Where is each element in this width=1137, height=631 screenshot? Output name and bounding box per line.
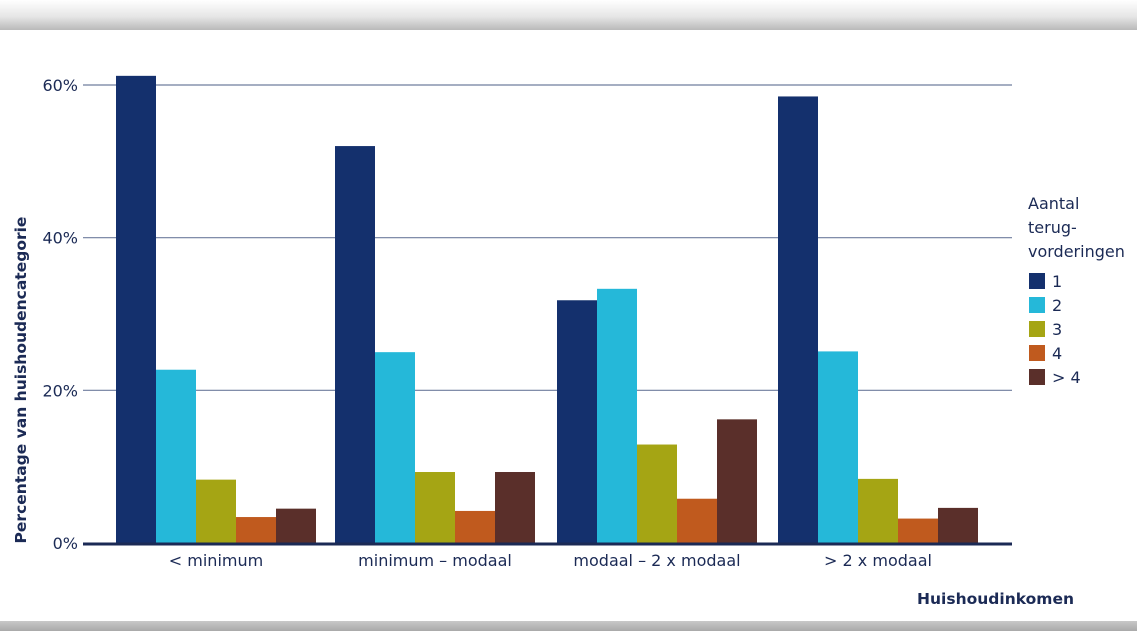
bottom-banner-band (0, 621, 1137, 631)
legend-swatch-4 (1029, 369, 1045, 385)
legend-title-line-2: vorderingen (1028, 242, 1125, 261)
x-axis-label: Huishoudinkomen (917, 590, 1074, 608)
bar-2-4 (717, 419, 757, 543)
bar-groups (116, 75, 978, 544)
bar-2-2 (637, 444, 677, 543)
bar-group-3 (778, 96, 978, 543)
legend-label-1: 2 (1052, 296, 1062, 315)
x-category-label-1: minimum – modaal (358, 551, 512, 570)
bar-1-3 (455, 510, 495, 543)
legend-title-line-0: Aantal (1028, 194, 1079, 213)
y-tick-label-0: 0% (53, 534, 78, 553)
bar-2-0 (557, 300, 597, 543)
bar-1-4 (495, 472, 535, 543)
legend-swatch-2 (1029, 321, 1045, 337)
x-category-label-0: < minimum (169, 551, 263, 570)
legend-title-line-1: terug- (1028, 218, 1077, 237)
bar-1-0 (335, 146, 375, 544)
bar-3-0 (778, 96, 818, 543)
bar-0-1 (156, 369, 196, 543)
bar-0-3 (236, 517, 276, 543)
legend: Aantal terug-vorderingen 1 2 3 4 > 4 (1028, 194, 1125, 387)
y-axis-label: Percentage van huishoudencategorie (12, 217, 30, 544)
bar-group-0 (116, 75, 316, 543)
bar-1-1 (375, 352, 415, 543)
x-category-label-2: modaal – 2 x modaal (573, 551, 740, 570)
legend-label-4: > 4 (1052, 368, 1081, 387)
bar-3-1 (818, 351, 858, 543)
top-banner-band (0, 0, 1137, 30)
y-tick-label-3: 60% (42, 76, 78, 95)
legend-swatch-3 (1029, 345, 1045, 361)
y-tick-label-2: 40% (42, 229, 78, 248)
x-category-labels: < minimum minimum – modaal modaal – 2 x mo… (169, 551, 932, 570)
x-category-label-3: > 2 x modaal (824, 551, 932, 570)
legend-label-3: 4 (1052, 344, 1062, 363)
bar-2-1 (597, 288, 637, 543)
bar-group-2 (557, 288, 757, 543)
legend-label-2: 3 (1052, 320, 1062, 339)
legend-swatch-1 (1029, 297, 1045, 313)
bar-0-2 (196, 479, 236, 543)
bar-3-4 (938, 507, 978, 543)
bar-3-2 (858, 478, 898, 543)
bar-0-0 (116, 75, 156, 543)
bar-0-4 (276, 508, 316, 543)
bar-3-3 (898, 518, 938, 543)
bar-group-1 (335, 146, 535, 544)
bar-2-3 (677, 498, 717, 543)
gridlines (83, 84, 1012, 391)
legend-swatch-0 (1029, 273, 1045, 289)
bar-1-2 (415, 472, 455, 543)
y-tick-label-1: 20% (42, 381, 78, 400)
legend-label-0: 1 (1052, 272, 1062, 291)
y-tick-labels: 0% 20% 40% 60% (42, 76, 78, 553)
